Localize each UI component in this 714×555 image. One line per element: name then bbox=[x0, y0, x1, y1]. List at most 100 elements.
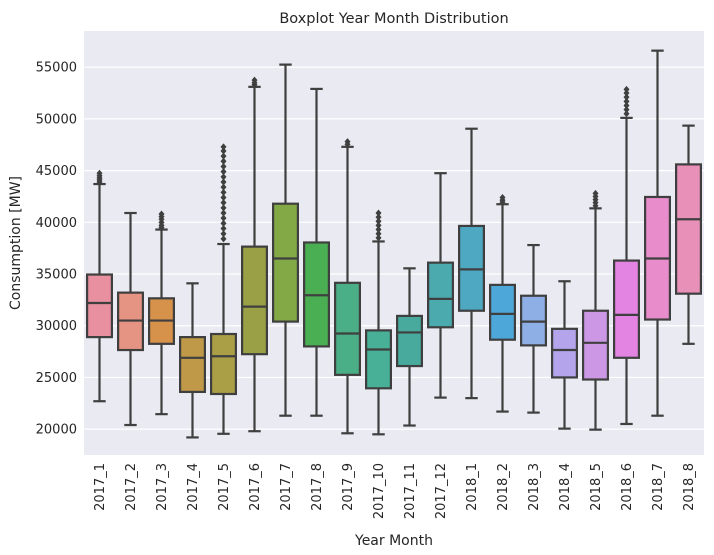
outlier-point bbox=[220, 214, 227, 222]
x-tick-label: 2018_7 bbox=[651, 463, 666, 511]
iqr-box bbox=[210, 332, 238, 396]
outlier-point bbox=[220, 178, 227, 186]
x-tick-label: 2017_1 bbox=[93, 463, 108, 511]
chart-title: Boxplot Year Month Distribution bbox=[279, 11, 508, 27]
outlier-point bbox=[220, 225, 227, 233]
x-tick-label: 2017_11 bbox=[403, 463, 418, 519]
outlier-point bbox=[220, 204, 227, 212]
outlier-point bbox=[220, 199, 227, 207]
outlier-point bbox=[375, 213, 382, 221]
y-axis-ticks: 20000 25000 30000 35000 40000 45000 50000 55000 bbox=[36, 61, 77, 438]
outlier-point bbox=[375, 230, 382, 238]
outlier-point bbox=[220, 162, 227, 170]
outlier-point bbox=[375, 234, 382, 242]
outlier-point bbox=[220, 147, 227, 155]
y-tick-label: 30000 bbox=[36, 319, 77, 334]
iqr-box bbox=[241, 245, 269, 356]
box-2018_6 bbox=[612, 85, 640, 426]
box-2017_11 bbox=[396, 267, 424, 427]
x-axis-label: Year Month bbox=[354, 533, 433, 549]
outlier-point bbox=[623, 97, 630, 105]
box-2017_5 bbox=[210, 143, 238, 435]
outlier-point bbox=[375, 226, 382, 234]
y-tick-label: 40000 bbox=[36, 216, 77, 231]
x-tick-label: 2018_3 bbox=[527, 463, 542, 511]
outlier-point bbox=[220, 219, 227, 227]
outlier-point bbox=[158, 210, 165, 218]
outlier-point bbox=[220, 173, 227, 181]
outlier-point bbox=[220, 209, 227, 217]
outlier-point bbox=[592, 189, 599, 197]
iqr-box bbox=[272, 202, 300, 323]
iqr-box bbox=[489, 283, 517, 341]
box-2017_7 bbox=[272, 63, 300, 417]
outlier-point bbox=[220, 235, 227, 243]
box-2017_8 bbox=[303, 87, 331, 417]
box-2018_8 bbox=[674, 124, 702, 345]
x-tick-label: 2018_6 bbox=[620, 463, 635, 511]
outlier-point bbox=[623, 89, 630, 97]
x-tick-label: 2018_1 bbox=[465, 463, 480, 511]
outlier-point bbox=[375, 209, 382, 217]
plot-area bbox=[84, 31, 704, 455]
iqr-box bbox=[334, 281, 362, 376]
x-tick-label: 2017_9 bbox=[341, 463, 356, 511]
box-2017_9 bbox=[334, 138, 362, 435]
x-tick-label: 2018_8 bbox=[682, 463, 697, 511]
x-tick-label: 2017_2 bbox=[124, 463, 139, 511]
outlier-point bbox=[623, 101, 630, 109]
outlier-point bbox=[220, 143, 227, 151]
iqr-box bbox=[85, 273, 113, 339]
outlier-point bbox=[220, 152, 227, 160]
y-tick-label: 55000 bbox=[36, 61, 77, 76]
outlier-point bbox=[251, 76, 258, 84]
x-tick-label: 2017_5 bbox=[217, 463, 232, 511]
outlier-point bbox=[375, 221, 382, 229]
y-tick-label: 35000 bbox=[36, 268, 77, 283]
x-tick-label: 2018_2 bbox=[496, 463, 511, 511]
x-tick-label: 2018_4 bbox=[558, 463, 573, 511]
box-2018_3 bbox=[519, 243, 547, 414]
outlier-point bbox=[499, 193, 506, 201]
boxes-layer bbox=[85, 49, 702, 439]
y-tick-label: 25000 bbox=[36, 371, 77, 386]
box-2018_7 bbox=[643, 49, 671, 417]
box-2018_5 bbox=[581, 189, 609, 431]
box-2018_2 bbox=[489, 193, 517, 413]
outlier-point bbox=[220, 168, 227, 176]
outlier-point bbox=[220, 188, 227, 196]
x-axis-ticks: 2017_1 2017_2 2017_3 2017_4 2017_5 2017_6 2017… bbox=[93, 463, 697, 519]
x-tick-label: 2018_5 bbox=[589, 463, 604, 511]
y-tick-label: 50000 bbox=[36, 112, 77, 127]
box-2018_4 bbox=[550, 280, 578, 430]
x-tick-label: 2017_8 bbox=[310, 463, 325, 511]
box-2017_2 bbox=[116, 211, 144, 427]
iqr-box bbox=[581, 309, 609, 381]
x-tick-label: 2017_7 bbox=[279, 463, 294, 511]
outlier-point bbox=[623, 85, 630, 93]
box-2017_12 bbox=[427, 172, 455, 399]
x-tick-label: 2017_6 bbox=[248, 463, 263, 511]
box-2017_10 bbox=[365, 209, 393, 436]
x-tick-label: 2017_4 bbox=[186, 463, 201, 511]
box-2017_6 bbox=[241, 76, 269, 433]
outlier-point bbox=[375, 217, 382, 225]
outlier-point bbox=[220, 157, 227, 165]
outlier-point bbox=[623, 106, 630, 114]
iqr-box bbox=[612, 259, 640, 359]
x-tick-label: 2017_3 bbox=[155, 463, 170, 511]
outlier-point bbox=[220, 193, 227, 201]
y-tick-label: 45000 bbox=[36, 164, 77, 179]
iqr-box bbox=[427, 261, 455, 329]
outlier-point bbox=[623, 110, 630, 118]
outlier-point bbox=[344, 138, 351, 146]
iqr-box bbox=[365, 329, 393, 390]
box-2017_1 bbox=[85, 169, 113, 403]
outlier-point bbox=[220, 183, 227, 191]
box-2017_4 bbox=[179, 282, 207, 439]
box-2018_1 bbox=[458, 127, 486, 400]
outlier-point bbox=[96, 169, 103, 177]
iqr-box bbox=[396, 314, 424, 368]
iqr-box bbox=[179, 336, 207, 394]
